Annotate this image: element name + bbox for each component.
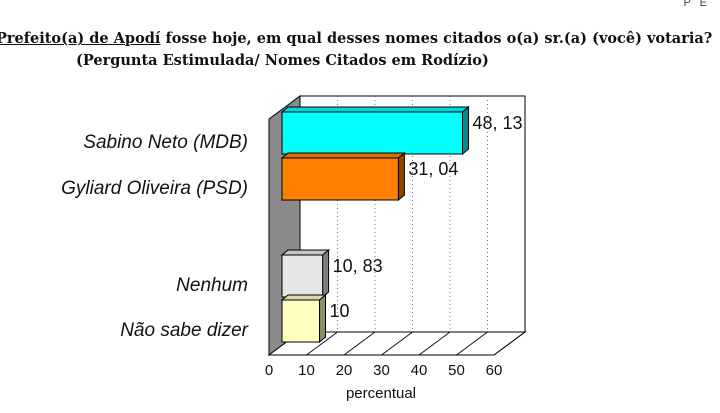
bar-side [319, 293, 326, 344]
bar-top [280, 249, 330, 256]
value-label: 10 [330, 301, 350, 321]
title-line-1-rest: fosse hoje, em qual desses nomes citados… [160, 30, 713, 47]
chart-gridlines [306, 96, 526, 356]
floor-line [343, 331, 376, 356]
category-labels: Sabino Neto (MDB) Gyliard Oliveira (PSD) N… [61, 132, 249, 341]
bar-top [280, 294, 327, 301]
x-axis-ticks: 0 10 20 30 40 50 60 [265, 362, 503, 379]
bar-side [397, 151, 405, 202]
category-label: Nenhum [176, 275, 248, 296]
bar-top [280, 106, 470, 113]
x-axis-label: percentual [346, 385, 416, 402]
bar [281, 157, 399, 201]
value-label: 10, 83 [333, 256, 383, 276]
x-tick-label: 10 [298, 362, 315, 379]
bar-top [280, 152, 406, 159]
title-underlined-part: Prefeito(a) de Apodí [0, 30, 161, 47]
category-label: Não sabe dizer [120, 320, 248, 341]
floor-line [381, 331, 413, 356]
bar [281, 254, 324, 298]
floor-line [493, 331, 526, 356]
value-label: 31, 04 [408, 159, 458, 179]
x-tick-label: 0 [265, 362, 273, 379]
bar [281, 299, 320, 343]
category-label: Sabino Neto (MDB) [83, 132, 248, 153]
floor-line [418, 331, 451, 356]
x-tick-label: 40 [411, 362, 428, 379]
x-tick-label: 20 [336, 362, 353, 379]
x-tick-label: 60 [486, 362, 503, 379]
value-label: 48, 13 [472, 113, 522, 133]
x-tick-label: 50 [448, 362, 465, 379]
x-tick-label: 30 [373, 362, 390, 379]
chart-bars [280, 105, 470, 344]
corner-text: P E [683, 0, 710, 9]
bar-side [322, 248, 330, 299]
floor-line [306, 331, 338, 356]
bar [281, 111, 463, 155]
value-labels: 48, 13 31, 04 10, 83 10 [330, 113, 523, 321]
floor-line [456, 331, 488, 356]
category-label: Gyliard Oliveira (PSD) [61, 178, 248, 199]
title-line-1: Prefeito(a) de Apodí fosse hoje, em qual… [0, 30, 712, 47]
bar-side [461, 105, 469, 156]
title-line-2: (Pergunta Estimulada/ Nomes Citados em R… [76, 52, 489, 69]
